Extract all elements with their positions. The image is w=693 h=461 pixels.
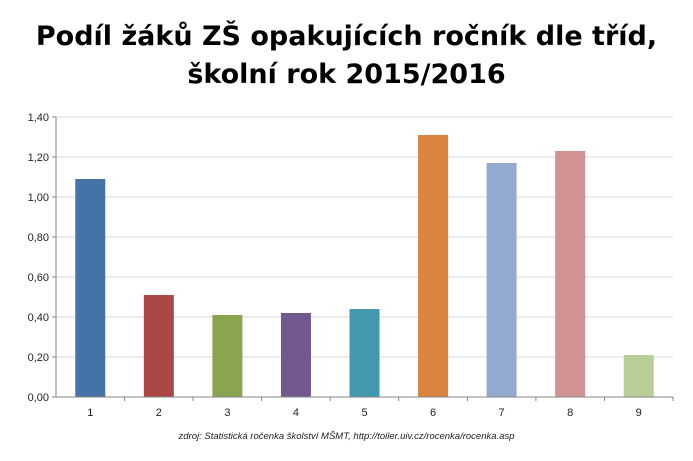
bar-8 xyxy=(555,151,586,397)
bar-2 xyxy=(143,295,174,397)
x-tick-label: 2 xyxy=(156,407,162,419)
x-tick-label: 7 xyxy=(499,407,505,419)
y-tick-label: 1,00 xyxy=(28,192,49,204)
y-tick-label: 0,40 xyxy=(28,312,49,324)
x-tick-label: 3 xyxy=(224,407,230,419)
x-tick-label: 5 xyxy=(361,407,367,419)
bar-6 xyxy=(418,135,449,397)
x-axis-tick-labels: 1 2 3 4 5 6 7 8 9 xyxy=(87,407,642,419)
y-tick-label: 0,20 xyxy=(28,352,49,364)
bar-3 xyxy=(212,315,243,397)
chart-title-line-1: Podíl žáků ZŠ opakujících ročník dle tří… xyxy=(35,21,658,52)
y-tick-label: 0,00 xyxy=(28,392,49,404)
bars xyxy=(75,135,654,397)
source-note: zdroj: Statistická ročenka školství MŠMT… xyxy=(178,431,515,442)
x-tick-label: 4 xyxy=(293,407,299,419)
chart-title-line-2: školní rok 2015/2016 xyxy=(187,59,506,90)
y-axis-tick-labels: 0,00 0,20 0,40 0,60 0,80 1,00 1,20 1,40 xyxy=(28,112,49,404)
x-tick-label: 9 xyxy=(636,407,642,419)
y-tick-label: 1,40 xyxy=(28,112,49,124)
y-tick-label: 1,20 xyxy=(28,152,49,164)
x-tick-label: 8 xyxy=(567,407,573,419)
bar-5 xyxy=(349,309,380,397)
bar-1 xyxy=(75,179,106,397)
bar-7 xyxy=(486,163,517,397)
x-tick-label: 6 xyxy=(430,407,436,419)
chart-title: Podíl žáků ZŠ opakujících ročník dle tří… xyxy=(0,18,693,94)
axes xyxy=(55,117,674,401)
y-tick-label: 0,60 xyxy=(28,272,49,284)
bar-4 xyxy=(280,313,311,397)
x-tick-label: 1 xyxy=(87,407,93,419)
y-tick-label: 0,80 xyxy=(28,232,49,244)
bar-9 xyxy=(623,355,654,397)
